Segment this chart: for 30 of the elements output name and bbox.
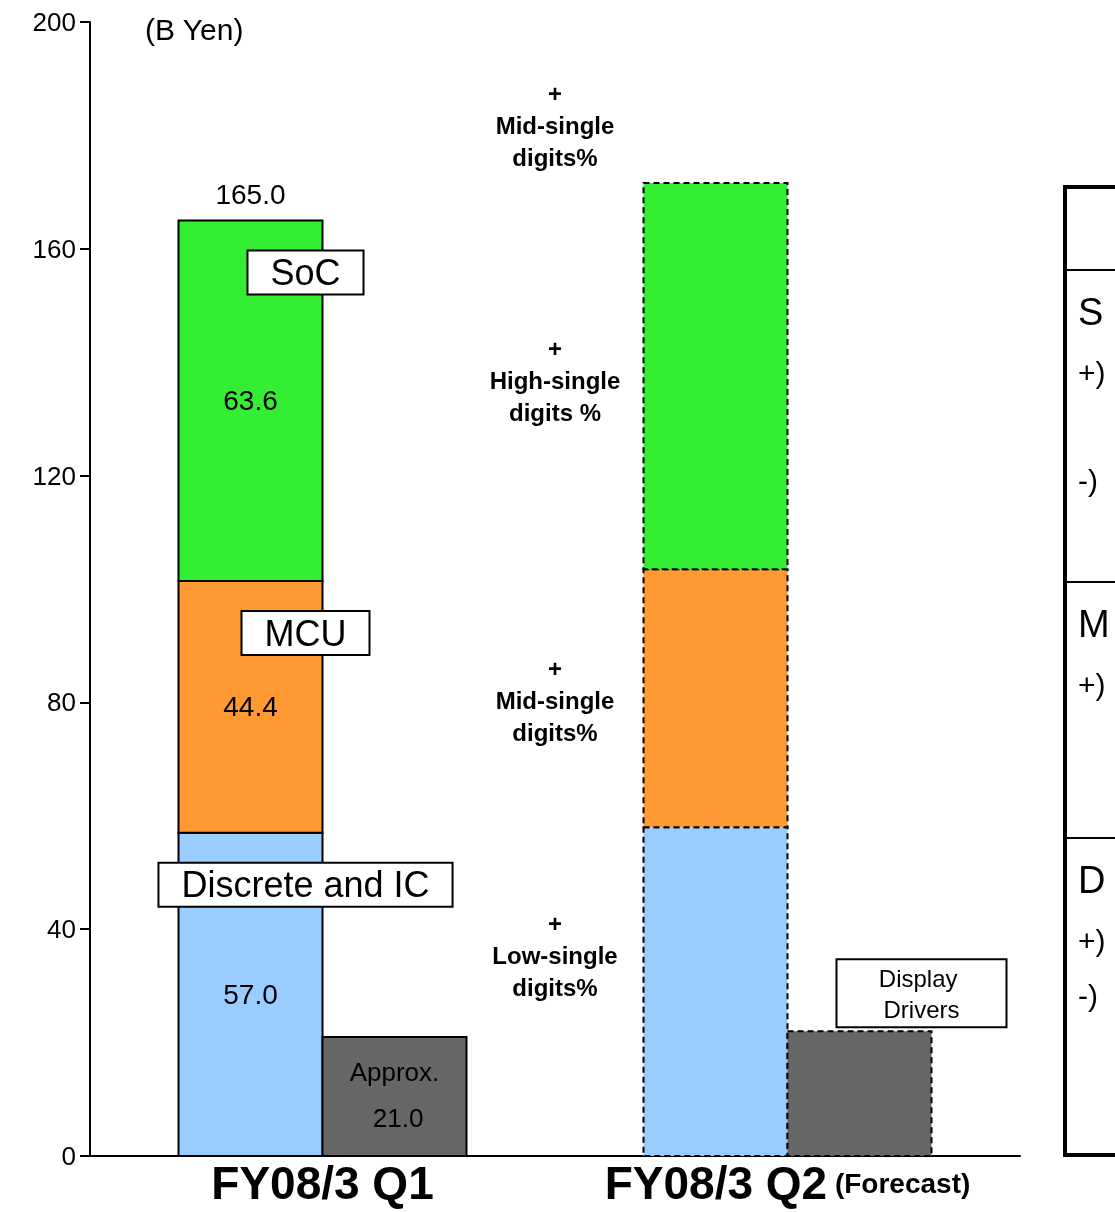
text: M xyxy=(1078,603,1110,645)
y-tick-label: 120 xyxy=(32,460,76,491)
data-label: 44.4 xyxy=(223,691,278,723)
text: -) xyxy=(1078,978,1098,1012)
series-label: SoC xyxy=(270,251,341,293)
y-tick-label: 40 xyxy=(47,914,76,945)
series-label: Display Drivers xyxy=(878,965,965,1024)
y-tick-label: 0 xyxy=(61,1141,76,1171)
y-tick-label: 80 xyxy=(47,687,76,718)
data-label: Approx. 21.0 xyxy=(349,1056,440,1133)
annotation: + Mid-single digits% xyxy=(495,79,615,171)
text: +) xyxy=(1078,355,1106,389)
annotation: + Low-single digits% xyxy=(492,909,618,1001)
series-label: Discrete and IC xyxy=(181,864,430,906)
y-tick-label: 160 xyxy=(32,233,76,264)
annotation: + High-single digits % xyxy=(489,334,621,426)
series-label: MCU xyxy=(264,612,347,654)
y-tick-label: 200 xyxy=(32,7,76,37)
annotation: 165.0 xyxy=(215,178,286,210)
y-axis-title: (B Yen) xyxy=(145,12,244,46)
text: +) xyxy=(1078,923,1106,957)
text: D xyxy=(1078,859,1106,901)
text: -) xyxy=(1078,463,1098,497)
annotation: + Mid-single digits% xyxy=(495,654,615,746)
x-tick-label: FY08/3 Q1 xyxy=(211,1157,434,1209)
data-label: 63.6 xyxy=(223,385,278,417)
x-tick-label: FY08/3 Q2 (Forecast) xyxy=(604,1157,971,1209)
data-label: 57.0 xyxy=(223,978,278,1010)
text: +) xyxy=(1078,667,1106,701)
text: S xyxy=(1078,291,1104,333)
